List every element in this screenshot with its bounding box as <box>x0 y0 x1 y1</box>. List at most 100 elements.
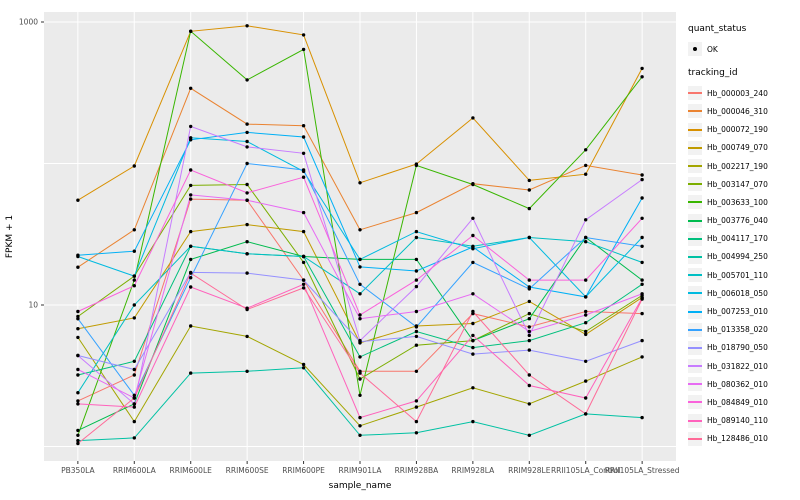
data-point <box>471 309 475 314</box>
data-point <box>640 260 644 265</box>
data-point <box>414 405 419 409</box>
data-point <box>471 386 475 390</box>
data-point <box>527 402 531 406</box>
legend-entry-tracking-id: Hb_003776_040 <box>688 212 798 230</box>
data-point <box>76 327 80 331</box>
legend-key <box>688 359 702 374</box>
data-point <box>414 210 419 215</box>
legend-entry-tracking-id: Hb_007253_010 <box>688 302 798 320</box>
data-point <box>245 271 249 275</box>
data-point <box>414 229 419 234</box>
data-point <box>245 182 249 187</box>
x-tick-label: RRIM928BA <box>395 466 440 475</box>
legend-entry-label: Hb_006018_050 <box>707 288 768 298</box>
legend-key <box>688 322 702 337</box>
data-point <box>527 311 531 316</box>
line-swatch-icon <box>688 419 702 422</box>
data-point <box>471 216 475 220</box>
legend-key <box>688 177 702 192</box>
data-point <box>301 151 306 155</box>
data-point <box>414 329 419 334</box>
data-point <box>584 412 588 416</box>
data-point <box>132 316 136 320</box>
data-point <box>527 317 531 321</box>
data-point <box>132 274 136 278</box>
data-point <box>132 228 136 232</box>
data-point <box>132 402 136 406</box>
data-point <box>76 399 80 403</box>
line-swatch-icon <box>688 346 702 349</box>
legend-key <box>688 268 702 283</box>
legend-key <box>688 42 702 57</box>
x-tick-label: RRIM600LA <box>113 466 157 475</box>
data-point <box>245 122 249 126</box>
legend-key <box>688 413 702 428</box>
data-point <box>301 229 306 234</box>
line-swatch-icon <box>688 128 702 131</box>
legend-entry-label: Hb_089140_110 <box>707 416 768 426</box>
data-point <box>584 321 588 325</box>
data-point <box>358 371 362 375</box>
data-point <box>527 278 531 282</box>
data-point <box>358 228 362 232</box>
data-point <box>471 338 475 343</box>
data-point <box>640 282 644 286</box>
legend-entry-tracking-id: Hb_000046_310 <box>688 102 798 120</box>
data-point <box>414 269 419 273</box>
line-swatch-icon <box>688 274 702 277</box>
legend-entry-tracking-id: Hb_031822_010 <box>688 357 798 375</box>
data-point <box>358 433 362 437</box>
data-point <box>640 278 644 282</box>
data-point <box>414 163 419 168</box>
data-point <box>640 177 644 182</box>
legend-entry-label: Hb_003147_070 <box>707 179 768 189</box>
legend-entry-label: Hb_003633_100 <box>707 197 768 207</box>
data-point <box>76 253 80 257</box>
data-point <box>358 292 362 296</box>
data-point <box>584 163 588 168</box>
data-point <box>76 433 80 437</box>
data-point <box>640 173 644 177</box>
data-point <box>76 391 80 395</box>
data-point <box>245 78 249 82</box>
legend-entry-label: Hb_031822_010 <box>707 361 768 371</box>
data-point <box>76 441 80 446</box>
data-point <box>132 405 136 409</box>
data-point <box>584 235 588 240</box>
line-swatch-icon <box>688 383 702 386</box>
data-point <box>414 399 419 403</box>
legend-entry-tracking-id: Hb_089140_110 <box>688 412 798 430</box>
data-point <box>76 353 80 358</box>
data-point <box>640 244 644 248</box>
data-point <box>527 348 531 352</box>
legend-entry-label: Hb_000003_240 <box>707 88 768 98</box>
data-point <box>245 369 249 373</box>
data-point <box>584 172 588 176</box>
data-point <box>301 33 306 37</box>
data-point <box>414 419 419 424</box>
legend-key <box>688 122 702 137</box>
point-swatch-icon <box>693 47 697 52</box>
data-point <box>471 116 475 120</box>
data-point <box>132 249 136 253</box>
data-point <box>414 235 419 240</box>
data-point <box>132 284 136 288</box>
legend-entry-tracking-id: Hb_080362_010 <box>688 375 798 393</box>
legend-entry-tracking-id: Hb_000072_190 <box>688 121 798 139</box>
data-point <box>358 424 362 428</box>
data-point <box>584 379 588 383</box>
data-point <box>471 352 475 356</box>
legend-entry-tracking-id: Hb_000003_240 <box>688 84 798 102</box>
line-swatch-icon <box>688 201 702 204</box>
data-point <box>132 436 136 440</box>
x-tick-label: RRIM901LA <box>339 466 383 475</box>
data-point <box>471 345 475 350</box>
data-point <box>245 161 249 166</box>
data-point <box>189 197 193 201</box>
data-point <box>527 287 531 291</box>
data-point <box>132 278 136 282</box>
data-point <box>76 402 80 406</box>
data-point <box>358 313 362 317</box>
data-point <box>189 183 193 188</box>
legend-entry-tracking-id: Hb_013358_020 <box>688 321 798 339</box>
